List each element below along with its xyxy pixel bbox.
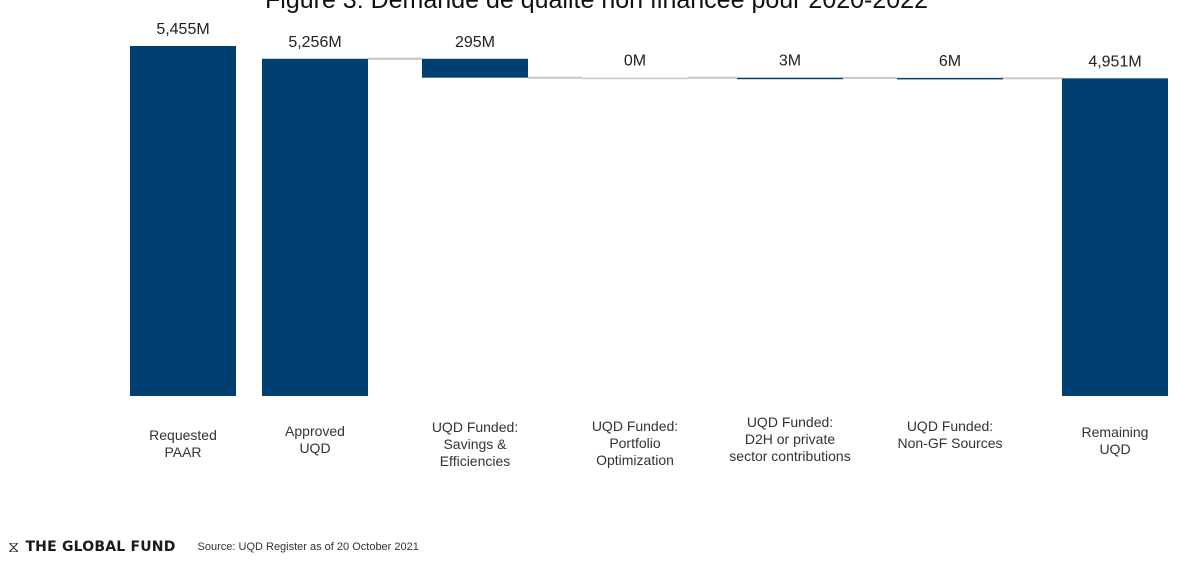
- data-label-6: 6M: [939, 53, 961, 70]
- data-label-5: 3M: [779, 53, 801, 70]
- bar-7: [1062, 78, 1168, 396]
- category-label-line: UQD Funded:: [747, 414, 833, 430]
- category-label-line: Efficiencies: [440, 453, 511, 469]
- category-label-line: Non-GF Sources: [897, 435, 1002, 451]
- category-label-line: sector contributions: [729, 448, 850, 464]
- category-label-4: UQD Funded: Portfolio Optimization: [592, 418, 678, 468]
- category-label-1: Requested PAAR: [149, 427, 217, 460]
- category-label-line: UQD Funded:: [592, 418, 678, 434]
- data-label-2: 5,256M: [288, 34, 341, 51]
- category-label-line: Remaining: [1082, 424, 1149, 440]
- category-label-line: Approved: [285, 423, 345, 439]
- category-label-line: UQD Funded:: [907, 418, 993, 434]
- category-label-line: UQD: [299, 440, 330, 456]
- category-label-6: UQD Funded: Non-GF Sources: [897, 418, 1002, 451]
- category-label-line: D2H or private: [745, 431, 835, 447]
- waterfall-chart: 5,455M 5,256M 295M 0M 3M 6M 4,951M Requested PAA…: [130, 21, 1168, 469]
- logo-text: THE GLOBAL FUND: [25, 539, 176, 555]
- category-label-5: UQD Funded: D2H or private sector contribu…: [729, 414, 850, 464]
- category-label-line: PAAR: [164, 444, 201, 460]
- footer: ⧖ THE GLOBAL FUND Source: UQD Register a…: [8, 537, 419, 557]
- data-label-4: 0M: [624, 53, 646, 70]
- category-label-line: Requested: [149, 427, 217, 443]
- data-label-3: 295M: [455, 34, 495, 51]
- chart-title: Figure 3: Demande de qualité non financé…: [265, 0, 928, 14]
- category-label-line: UQD: [1099, 441, 1130, 457]
- category-label-3: UQD Funded: Savings & Efficiencies: [432, 419, 518, 469]
- category-label-line: UQD Funded:: [432, 419, 518, 435]
- category-label-line: Portfolio: [609, 435, 661, 451]
- bar-4: [582, 77, 688, 80]
- bar-1: [130, 46, 236, 396]
- global-fund-logo-icon: ⧖: [8, 537, 20, 556]
- source-note: Source: UQD Register as of 20 October 20…: [197, 541, 419, 553]
- bar-3: [422, 58, 528, 78]
- bar-2: [262, 58, 368, 397]
- data-label-7: 4,951M: [1088, 53, 1141, 70]
- category-label-2: Approved UQD: [285, 423, 345, 456]
- category-label-line: Optimization: [596, 452, 674, 468]
- global-fund-logo: ⧖ THE GLOBAL FUND: [8, 537, 176, 557]
- category-label-line: Savings &: [443, 436, 507, 452]
- bar-5: [737, 77, 843, 80]
- bar-6: [897, 77, 1003, 80]
- data-label-1: 5,455M: [156, 21, 209, 38]
- category-label-7: Remaining UQD: [1082, 424, 1149, 457]
